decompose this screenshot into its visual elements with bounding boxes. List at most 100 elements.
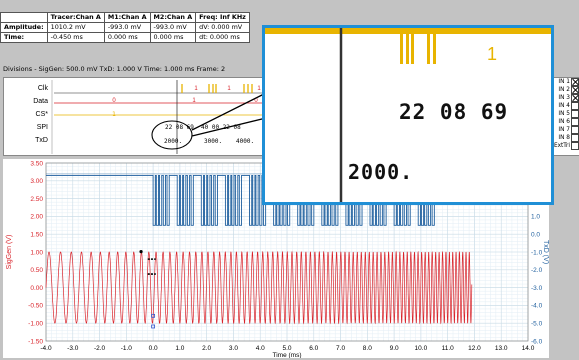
measurement-row-time: Time: -0.450 ms 0.000 ms 0.000 ms dt: 0.… [0, 32, 250, 43]
x-tick-label: -1.0 [121, 345, 133, 352]
checkbox-checked[interactable] [571, 94, 579, 102]
y-left-tick-label: -1.50 [28, 338, 43, 345]
checkbox[interactable] [571, 134, 579, 142]
cell: -993.0 mV [149, 22, 197, 33]
y-right-tick-label: -2.0 [531, 267, 543, 274]
y-left-tick-label: 3.00 [30, 178, 43, 185]
x-tick-label: 13.0 [495, 345, 508, 352]
measurement-header-row: Tracer:Chan A M1:Chan A M2:Chan A Freq: … [0, 12, 250, 23]
y-left-tick-label: -0.50 [28, 303, 43, 310]
y-left-axis-label: SigGen (V) [6, 235, 13, 270]
data-bit: 0 [254, 98, 258, 104]
x-tick-label: 12.0 [468, 345, 481, 352]
y-left-tick-label: 1.00 [30, 249, 43, 256]
channel-label-data: Data [33, 98, 48, 105]
cell: dV: 0.000 mV [195, 22, 250, 33]
measurement-row-amplitude: Amplitude: 1010.2 mV -993.0 mV -993.0 mV… [0, 22, 250, 33]
cell: 0.000 ms [149, 32, 197, 43]
marker-m1-handle [151, 313, 156, 318]
zoom-magnifier: 1 22 08 69 2000. [262, 25, 554, 205]
txd-value: 2000. [164, 138, 182, 145]
checkbox[interactable] [571, 110, 579, 118]
y-right-tick-label: 0.0 [531, 232, 540, 239]
checkbox[interactable] [571, 102, 579, 110]
channel-toggle-in4[interactable]: IN 4 [552, 102, 579, 110]
channel-label-txd: TxD [35, 137, 48, 144]
channel-panel: IN 1 IN 2 IN 3 IN 4 IN 5 IN 6 IN 7 IN 8 … [551, 77, 579, 156]
row-label: Amplitude: [0, 22, 48, 33]
x-tick-label: 9.0 [390, 345, 399, 352]
y-left-tick-label: 3.50 [30, 160, 43, 167]
y-right-tick-label: -5.0 [531, 321, 543, 328]
txd-value: 4000. [236, 138, 254, 145]
y-right-tick-label: -6.0 [531, 338, 543, 345]
divisions-status: Divisions - SigGen: 500.0 mV TxD: 1.000 … [3, 65, 226, 73]
measurement-header: Freq: Inf KHz [195, 12, 250, 23]
channel-label-spi: SPI [37, 124, 48, 131]
x-tick-label: -3.0 [67, 345, 79, 352]
spi-decode: 22 08 69 [165, 124, 194, 131]
channel-toggle-exttrig[interactable]: ExtTri [552, 142, 579, 150]
zoom-txd-text: 2000. [348, 160, 414, 184]
x-tick-label: 3.0 [229, 345, 238, 352]
checkbox-checked[interactable] [571, 78, 579, 86]
channel-toggle-in6[interactable]: IN 6 [552, 118, 579, 126]
x-tick-label: 0.0 [149, 345, 158, 352]
x-tick-label: 14.0 [522, 345, 535, 352]
scope-chart-svg: -4.0 -3.0 -2.0 -1.0 0.0 1.0 2.0 3.0 4.0 5.0 6.0 7.0… [6, 160, 549, 359]
x-tick-label: 7.0 [336, 345, 345, 352]
cell: 0.000 ms [103, 32, 151, 43]
row-label: Time: [0, 32, 48, 43]
x-tick-label: 6.0 [309, 345, 318, 352]
y-right-axis-label: TxD (V) [542, 240, 549, 264]
x-tick-label: -4.0 [40, 345, 52, 352]
y-left-tick-label: 2.00 [30, 214, 43, 221]
channel-toggle-in7[interactable]: IN 7 [552, 126, 579, 134]
x-tick-label: 2.0 [202, 345, 211, 352]
cell: dt: 0.000 ms [195, 32, 250, 43]
checkbox-checked[interactable] [571, 86, 579, 94]
zoom-clk-marker: 1 [487, 44, 497, 64]
clk-value: 1 [257, 86, 261, 92]
y-left-tick-label: 0.50 [30, 267, 43, 274]
y-left-tick-label: 2.50 [30, 196, 43, 203]
zoom-spi-text: 22 08 69 [399, 100, 509, 124]
x-tick-label: 5.0 [282, 345, 291, 352]
measurement-header: M1:Chan A [103, 12, 151, 23]
channel-toggle-in3[interactable]: IN 3 [552, 94, 579, 102]
logic-traces: Clk Data CS* SPI TxD 1 1 1 0 1 0 [33, 80, 267, 154]
channel-toggle-in2[interactable]: IN 2 [552, 86, 579, 94]
siggen-trace [45, 250, 473, 325]
measurement-header: Tracer:Chan A [46, 12, 105, 23]
y-right-tick-label: -3.0 [531, 285, 543, 292]
x-tick-label: -2.0 [94, 345, 106, 352]
channel-label-cs: CS* [36, 111, 49, 118]
clk-value: 1 [194, 86, 198, 92]
cs-marker: 1 [112, 111, 116, 118]
checkbox[interactable] [571, 142, 579, 150]
data-bit: 0 [112, 98, 116, 104]
channel-label-clk: Clk [38, 85, 49, 92]
y-right-tick-label: 1.0 [531, 214, 540, 221]
checkbox[interactable] [571, 118, 579, 126]
channel-toggle-in8[interactable]: IN 8 [552, 134, 579, 142]
tracer-marker [139, 250, 143, 254]
marker-m2-handle [151, 324, 156, 329]
checkbox[interactable] [571, 126, 579, 134]
x-axis-label: Time (ms) [272, 352, 301, 358]
channel-toggle-in5[interactable]: IN 5 [552, 110, 579, 118]
cell: 1010.2 mV [46, 22, 105, 33]
cell: -0.450 ms [46, 32, 105, 43]
clk-value: 1 [227, 86, 231, 92]
measurement-table: Tracer:Chan A M1:Chan A M2:Chan A Freq: … [0, 12, 250, 43]
zoom-selection-ellipse [151, 120, 193, 150]
y-right-tick-label: -4.0 [531, 303, 543, 310]
data-bit: 1 [192, 98, 196, 104]
measurement-header [0, 12, 48, 23]
channel-toggle-in1[interactable]: IN 1 [552, 78, 579, 86]
measurement-header: M2:Chan A [149, 12, 197, 23]
y-left-tick-label: 0.00 [30, 285, 43, 292]
y-right-tick-label: -1.0 [531, 249, 543, 256]
zoom-view: 1 [265, 28, 551, 202]
cell: -993.0 mV [103, 22, 151, 33]
